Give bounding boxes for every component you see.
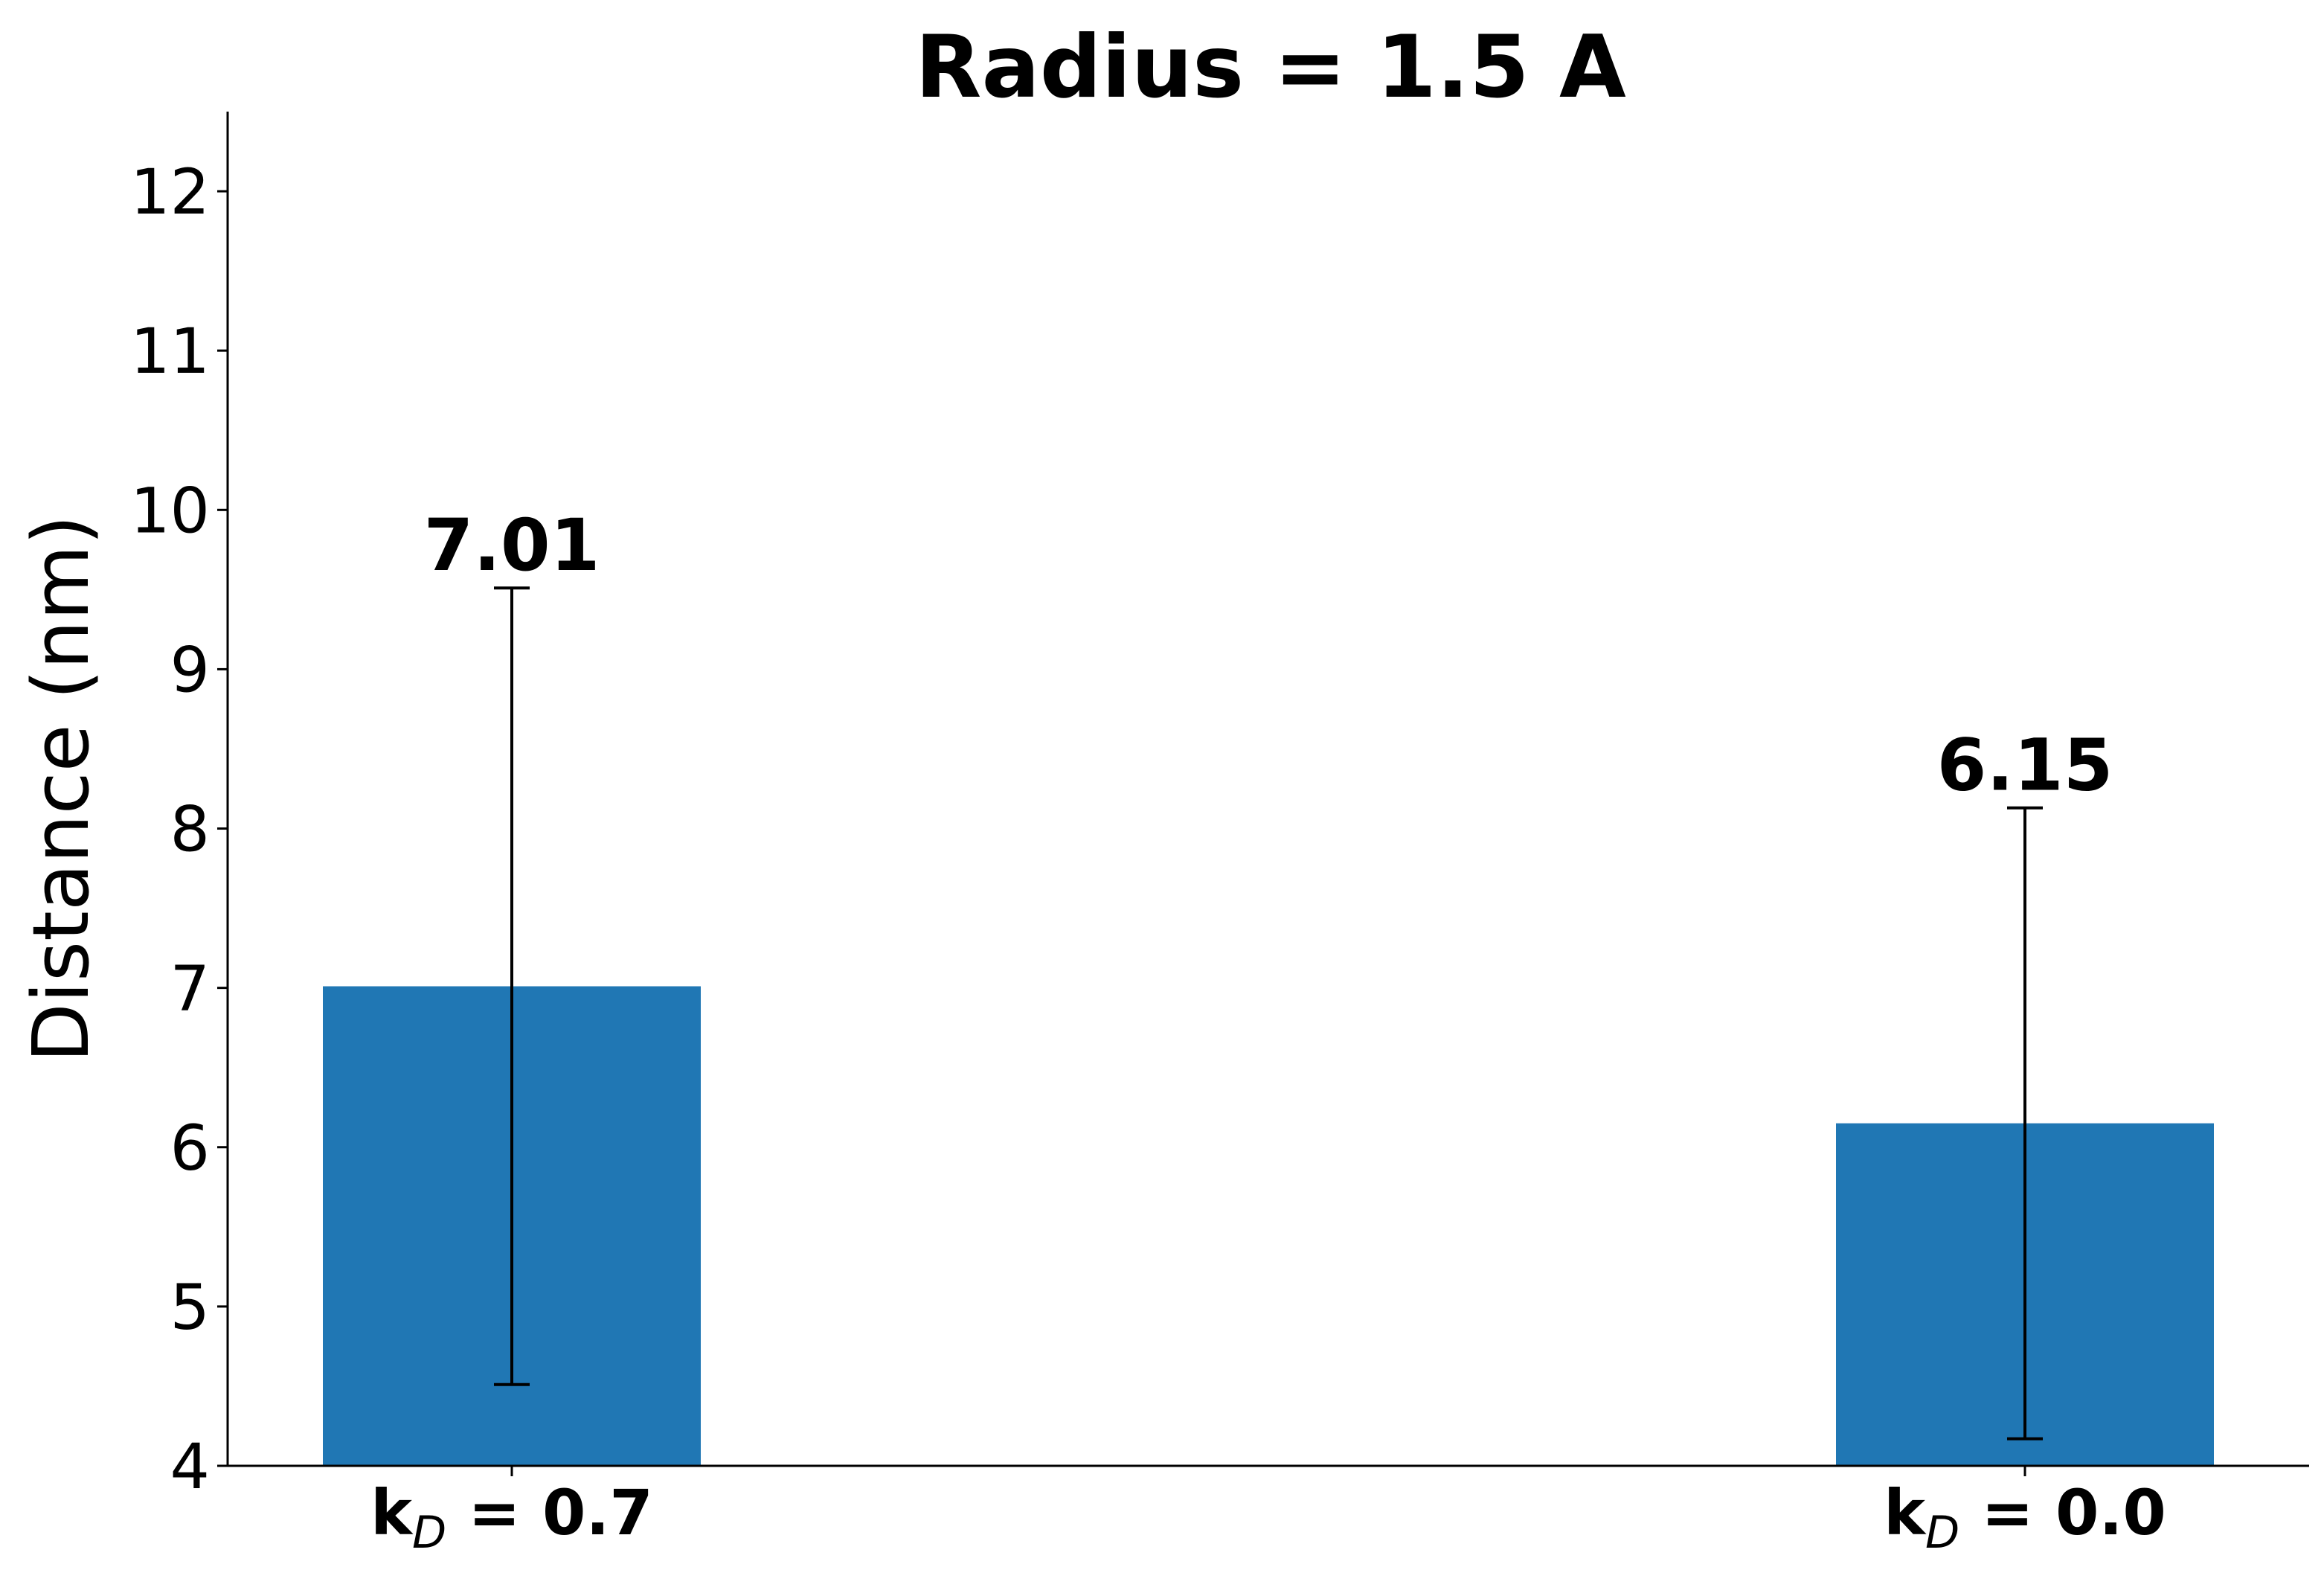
data-label: 7.01 [424, 504, 600, 587]
y-tick-label: 4 [170, 1430, 210, 1503]
data-label: 6.15 [1937, 724, 2113, 807]
x-tick-label: kD = 0.7 [370, 1476, 653, 1559]
chart-title: Radius = 1.5 A [915, 17, 1626, 118]
y-tick-label: 11 [130, 315, 210, 388]
y-tick-label: 10 [130, 474, 210, 547]
y-tick-label: 8 [170, 793, 210, 866]
y-tick-label: 5 [170, 1271, 210, 1344]
plot-area: 7.01 6.15 4 5 6 7 8 9 10 11 12 kD = 0.7 kD = 0.0 [130, 112, 2309, 1559]
y-tick-label: 7 [170, 952, 210, 1025]
y-axis-label: Distance (nm) [16, 515, 106, 1063]
x-tick-label: kD = 0.0 [1884, 1476, 2166, 1559]
y-tick-label: 9 [170, 633, 210, 706]
y-tick-label: 12 [130, 156, 210, 228]
y-tick-label: 6 [170, 1112, 210, 1185]
